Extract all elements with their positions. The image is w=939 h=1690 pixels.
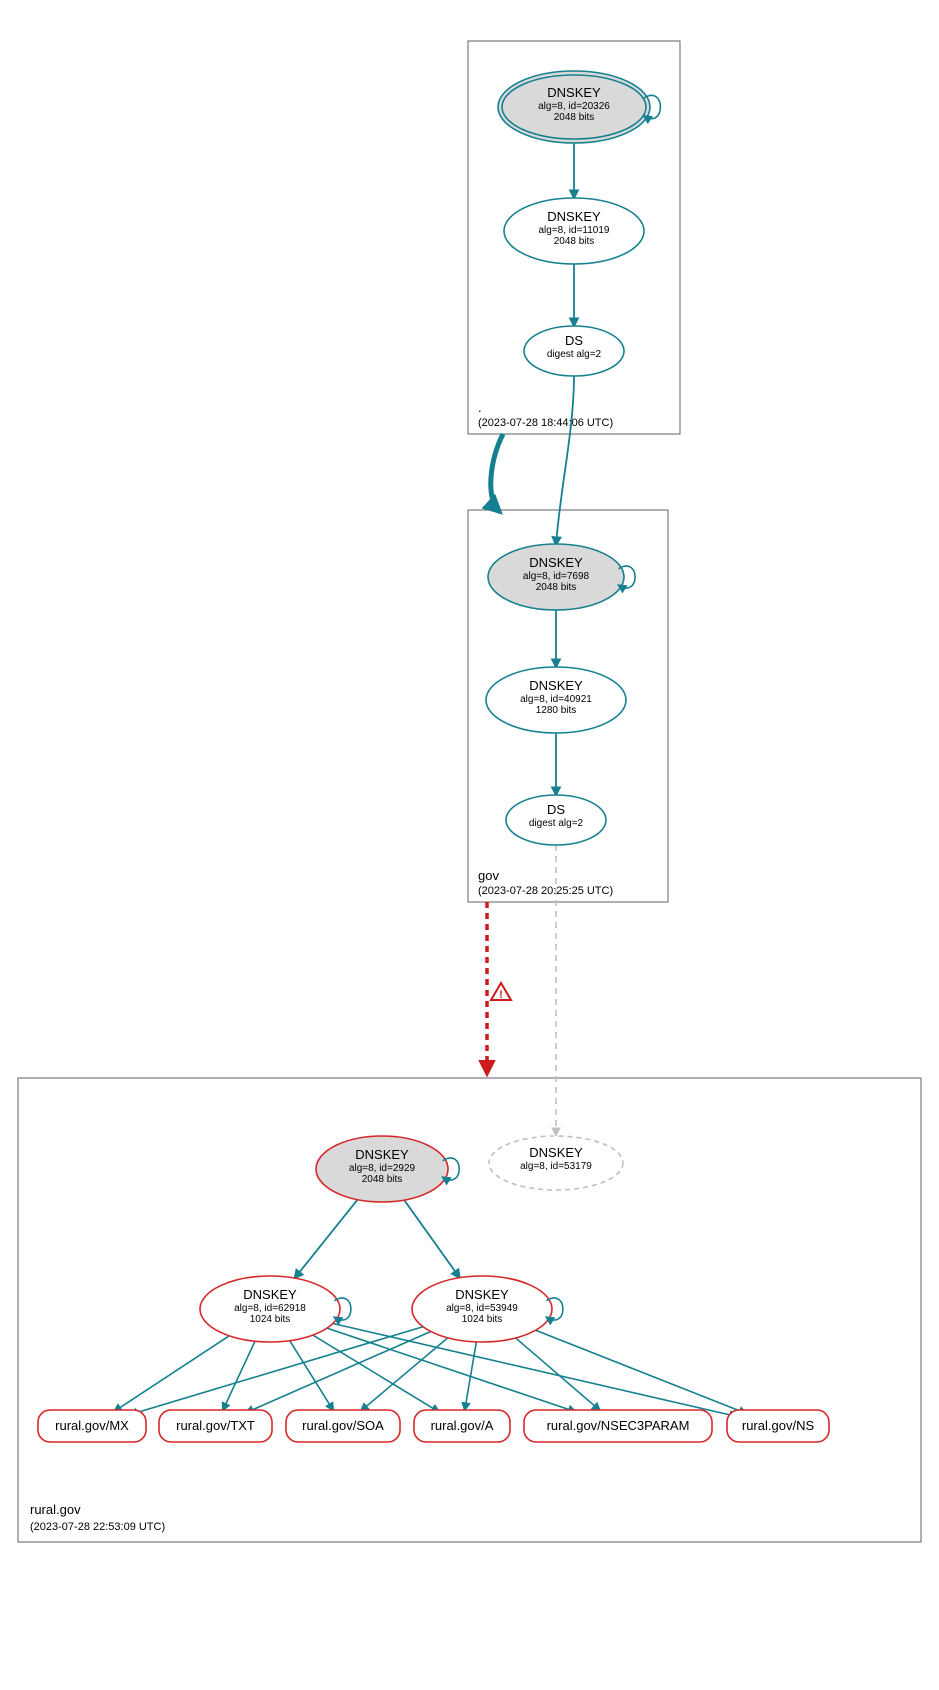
node-rr_ns: rural.gov/NS	[727, 1410, 829, 1442]
svg-text:rural.gov/NS: rural.gov/NS	[742, 1418, 815, 1433]
node-root_ds: DSdigest alg=2	[524, 326, 624, 376]
svg-text:alg=8, id=62918: alg=8, id=62918	[234, 1303, 306, 1314]
svg-text:!: !	[499, 989, 503, 1001]
svg-text:1024 bits: 1024 bits	[462, 1314, 503, 1325]
svg-text:(2023-07-28 22:53:09 UTC): (2023-07-28 22:53:09 UTC)	[30, 1521, 165, 1533]
node-rr_a: rural.gov/A	[414, 1410, 510, 1442]
svg-text:alg=8, id=53949: alg=8, id=53949	[446, 1303, 518, 1314]
svg-text:gov: gov	[478, 868, 499, 883]
svg-text:DS: DS	[547, 802, 565, 817]
warning-icon: !	[491, 983, 511, 1001]
svg-text:alg=8, id=20326: alg=8, id=20326	[538, 101, 610, 112]
svg-text:rural.gov/NSEC3PARAM: rural.gov/NSEC3PARAM	[547, 1418, 690, 1433]
node-rr_mx: rural.gov/MX	[38, 1410, 146, 1442]
svg-text:.: .	[478, 400, 482, 415]
svg-text:alg=8, id=2929: alg=8, id=2929	[349, 1163, 416, 1174]
svg-text:2048 bits: 2048 bits	[362, 1174, 403, 1185]
svg-text:rural.gov/SOA: rural.gov/SOA	[302, 1418, 384, 1433]
dnssec-diagram: . (2023-07-28 18:44:06 UTC) gov (2023-07-28…	[0, 0, 939, 1690]
svg-text:DNSKEY: DNSKEY	[547, 85, 601, 100]
node-gov_ds: DSdigest alg=2	[506, 795, 606, 845]
svg-text:(2023-07-28 20:25:25 UTC): (2023-07-28 20:25:25 UTC)	[478, 885, 613, 897]
svg-text:alg=8, id=7698: alg=8, id=7698	[523, 571, 590, 582]
svg-text:DNSKEY: DNSKEY	[529, 678, 583, 693]
svg-text:alg=8, id=53179: alg=8, id=53179	[520, 1161, 592, 1172]
svg-text:rural.gov/TXT: rural.gov/TXT	[176, 1418, 255, 1433]
svg-text:alg=8, id=40921: alg=8, id=40921	[520, 694, 592, 705]
svg-text:DNSKEY: DNSKEY	[243, 1287, 297, 1302]
node-rr_nsec3: rural.gov/NSEC3PARAM	[524, 1410, 712, 1442]
svg-text:DNSKEY: DNSKEY	[529, 1145, 583, 1160]
svg-text:DNSKEY: DNSKEY	[529, 555, 583, 570]
svg-text:DNSKEY: DNSKEY	[355, 1147, 409, 1162]
node-rural_dnskey_gray: DNSKEYalg=8, id=53179	[489, 1136, 623, 1190]
svg-text:rural.gov/A: rural.gov/A	[431, 1418, 494, 1433]
svg-text:2048 bits: 2048 bits	[554, 112, 595, 123]
svg-text:DS: DS	[565, 333, 583, 348]
svg-text:2048 bits: 2048 bits	[554, 236, 595, 247]
svg-text:digest alg=2: digest alg=2	[529, 818, 584, 829]
svg-text:DNSKEY: DNSKEY	[455, 1287, 509, 1302]
svg-text:DNSKEY: DNSKEY	[547, 209, 601, 224]
node-root_zsk: DNSKEYalg=8, id=110192048 bits	[504, 198, 644, 264]
svg-text:2048 bits: 2048 bits	[536, 582, 577, 593]
node-rr_soa: rural.gov/SOA	[286, 1410, 400, 1442]
svg-text:(2023-07-28 18:44:06 UTC): (2023-07-28 18:44:06 UTC)	[478, 417, 613, 429]
node-gov_zsk: DNSKEYalg=8, id=409211280 bits	[486, 667, 626, 733]
svg-text:digest alg=2: digest alg=2	[547, 349, 602, 360]
node-rr_txt: rural.gov/TXT	[159, 1410, 272, 1442]
svg-text:alg=8, id=11019: alg=8, id=11019	[539, 225, 610, 236]
svg-text:rural.gov: rural.gov	[30, 1502, 81, 1517]
svg-text:rural.gov/MX: rural.gov/MX	[55, 1418, 129, 1433]
edge-root_box-gov_box	[491, 434, 503, 512]
svg-text:1024 bits: 1024 bits	[250, 1314, 291, 1325]
svg-text:1280 bits: 1280 bits	[536, 705, 577, 716]
